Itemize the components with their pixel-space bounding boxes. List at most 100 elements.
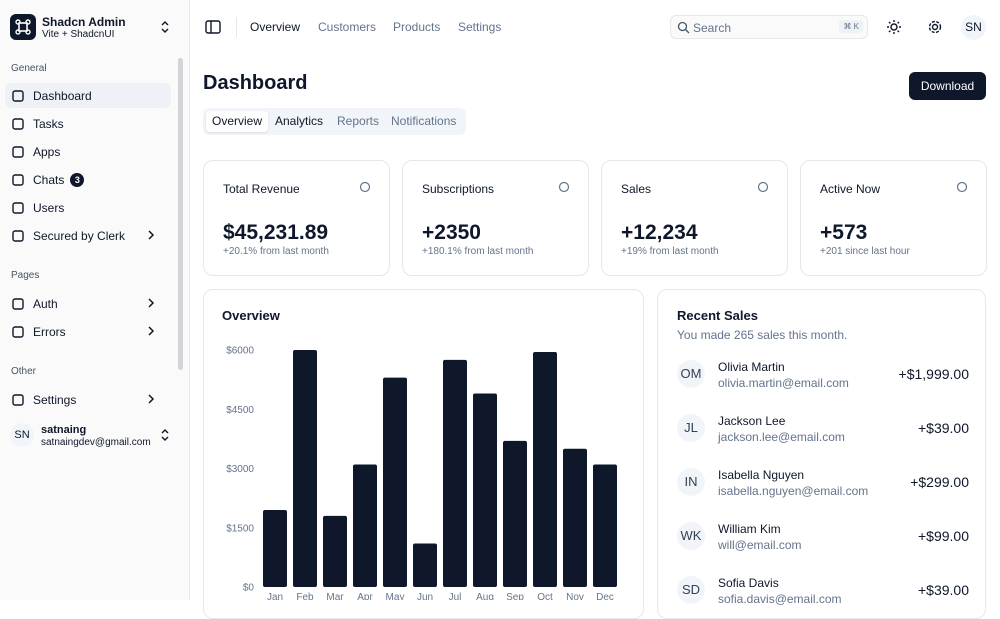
x-tick-label: May: [386, 592, 405, 600]
nav-item[interactable]: Settings: [5, 387, 171, 412]
bar: [503, 440, 527, 587]
nav-item[interactable]: Tasks: [5, 111, 171, 136]
tab[interactable]: Reports: [337, 114, 380, 128]
chevron: [148, 298, 155, 308]
sale-name: William Kim: [718, 522, 781, 536]
card-title: Subscriptions: [422, 182, 495, 196]
card-title: Sales: [621, 182, 652, 196]
sale-row: WK William Kim will@email.com +$99.00: [658, 522, 987, 562]
chevron-shape: [148, 394, 155, 404]
x-tick-label: Feb: [296, 592, 314, 600]
stat-card: Active Now +573 +201 since last hour: [800, 160, 987, 276]
nav-item[interactable]: Secured by Clerk: [5, 223, 171, 248]
icon-shape: [12, 297, 24, 310]
icon: [12, 201, 24, 214]
y-tick-label: $3000: [226, 464, 254, 475]
nav-link[interactable]: Customers: [318, 20, 377, 34]
brand-logo: [10, 14, 36, 40]
icon-shape: [12, 145, 24, 158]
nav-label: Auth: [33, 296, 58, 311]
stat-card: Subscriptions +2350 +180.1% from last mont…: [402, 160, 589, 276]
sidebar: Shadcn Admin Vite + ShadcnUI General Dash…: [0, 0, 190, 600]
sale-email: isabella.nguyen@email.com: [718, 484, 869, 498]
nav-link[interactable]: Products: [393, 20, 441, 34]
icon: [12, 145, 24, 158]
header-avatar[interactable]: SN: [961, 15, 986, 40]
bar: [383, 377, 407, 587]
search[interactable]: Search ⌘ K: [670, 15, 868, 39]
nav-link[interactable]: Settings: [458, 20, 502, 34]
group-label: Other: [11, 366, 37, 377]
sale-avatar: SD: [677, 576, 705, 604]
icon-shape: [12, 173, 24, 186]
search-placeholder: Search: [693, 21, 732, 35]
sale-amount: +$99.00: [918, 528, 969, 544]
nav-item[interactable]: Auth: [5, 291, 171, 316]
sale-email: sofia.davis@email.com: [718, 592, 842, 606]
x-tick-label: Jun: [417, 592, 433, 600]
recent-sales: Recent Sales You made 265 sales this mon…: [657, 289, 986, 619]
search-shortcut: ⌘ K: [839, 20, 863, 33]
brand-title: Shadcn Admin: [42, 15, 126, 29]
nav-item[interactable]: Dashboard: [5, 83, 171, 108]
sale-amount: +$39.00: [918, 420, 969, 436]
settings-button[interactable]: [927, 19, 943, 35]
sales-subtitle: You made 265 sales this month.: [677, 328, 848, 342]
separator: [236, 17, 237, 37]
icon-shape: [12, 117, 24, 130]
icon: [12, 173, 24, 186]
sale-amount: +$39.00: [918, 582, 969, 598]
tabs: Overview Analytics Reports Notifications: [203, 108, 466, 135]
sale-amount: +$299.00: [910, 474, 969, 490]
chevron: [148, 394, 155, 404]
sale-row: SD Sofia Davis sofia.davis@email.com +$39.0…: [658, 576, 987, 616]
badge: 3: [70, 172, 85, 187]
nav-item[interactable]: Apps: [5, 139, 171, 164]
card-icon: [359, 181, 371, 193]
group-label: General: [11, 63, 47, 74]
sale-avatar: IN: [677, 468, 705, 496]
icon-shape: [12, 201, 24, 214]
icon: [12, 229, 24, 242]
icon: [12, 325, 24, 338]
nav-item[interactable]: Chats 3: [5, 167, 171, 192]
download-button[interactable]: Download: [909, 72, 986, 100]
tab[interactable]: Notifications: [391, 114, 457, 128]
sale-avatar: OM: [677, 360, 705, 388]
brand-switch[interactable]: [160, 20, 170, 34]
sale-name: Olivia Martin: [718, 360, 785, 374]
icon: [12, 297, 24, 310]
chevron: [148, 326, 155, 336]
icon-shape: [956, 181, 968, 193]
bar: [563, 448, 587, 587]
x-tick-label: Jan: [267, 592, 283, 600]
bar: [263, 509, 287, 587]
sales-title: Recent Sales: [677, 308, 758, 323]
nav-label: Settings: [33, 392, 77, 407]
nav-label: Dashboard: [33, 88, 92, 103]
card-value: $45,231.89: [223, 221, 329, 244]
tab[interactable]: Overview: [206, 111, 269, 132]
icon: [12, 117, 24, 130]
nav-label: Secured by Clerk: [33, 228, 126, 243]
user-menu[interactable]: [160, 428, 170, 442]
nav-link[interactable]: Overview: [250, 20, 301, 34]
nav-label: Tasks: [33, 116, 64, 131]
chart-title: Overview: [222, 308, 280, 323]
sidebar-toggle[interactable]: [203, 17, 223, 37]
bar: [413, 543, 437, 587]
nav-item[interactable]: Errors: [5, 319, 171, 344]
theme-toggle[interactable]: [886, 19, 902, 35]
x-tick-label: Dec: [596, 592, 614, 600]
icon-shape: [558, 181, 570, 193]
tab[interactable]: Analytics: [275, 114, 324, 128]
nav-item[interactable]: Users: [5, 195, 171, 220]
x-tick-label: Oct: [537, 592, 553, 600]
card-icon: [558, 181, 570, 193]
card-icon: [757, 181, 769, 193]
icon-shape: [359, 181, 371, 193]
nav-label: Apps: [33, 144, 61, 159]
y-tick-label: $1500: [226, 523, 254, 534]
x-tick-label: Nov: [566, 592, 584, 600]
brand-subtitle: Vite + ShadcnUI: [42, 29, 115, 40]
